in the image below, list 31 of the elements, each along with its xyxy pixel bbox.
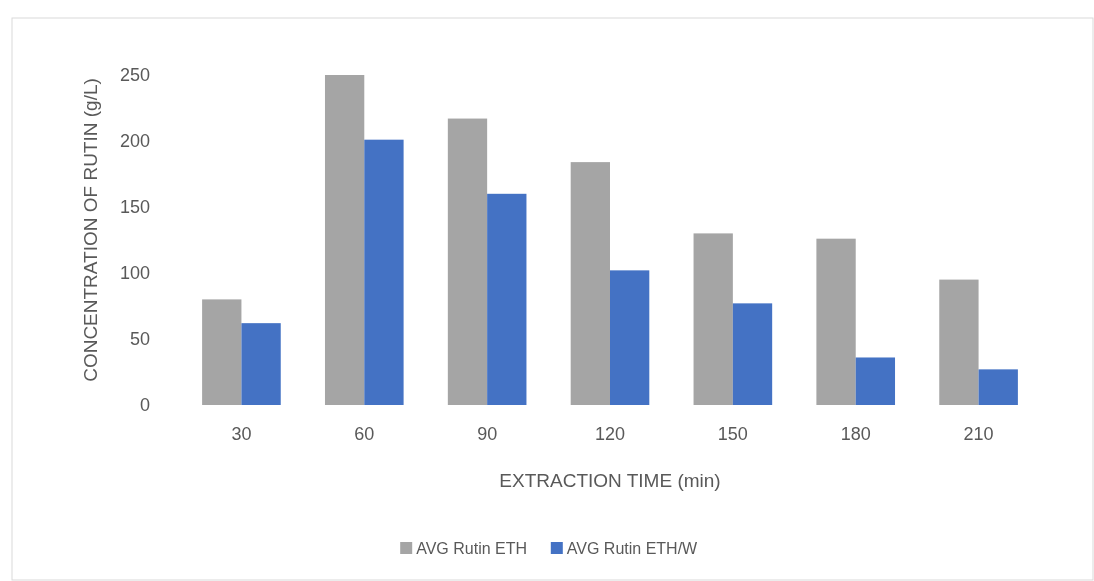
bar bbox=[732, 303, 773, 405]
bar bbox=[241, 323, 281, 405]
x-tick-label: 60 bbox=[354, 424, 375, 444]
x-tick-label: 30 bbox=[231, 424, 252, 444]
bar bbox=[324, 75, 365, 405]
bar bbox=[447, 118, 488, 405]
legend-label: AVG Rutin ETH bbox=[416, 539, 528, 557]
bar bbox=[487, 193, 527, 405]
y-tick-label: 250 bbox=[119, 65, 150, 86]
bar bbox=[939, 279, 979, 405]
x-tick-label: 150 bbox=[717, 424, 748, 444]
bar bbox=[855, 357, 896, 405]
y-tick-label: 100 bbox=[119, 263, 150, 284]
y-tick-label: 200 bbox=[119, 131, 150, 152]
bar bbox=[693, 233, 733, 405]
x-axis-title: EXTRACTION TIME (min) bbox=[499, 470, 721, 491]
bar bbox=[570, 162, 610, 405]
x-tick-label: 210 bbox=[963, 424, 994, 444]
y-tick-label: 0 bbox=[139, 395, 150, 416]
bar bbox=[364, 139, 404, 405]
y-tick-label: 150 bbox=[119, 197, 150, 218]
y-tick-label: 50 bbox=[129, 329, 150, 350]
x-tick-label: 120 bbox=[594, 424, 626, 444]
bar bbox=[202, 299, 242, 405]
bar bbox=[816, 238, 856, 405]
bar bbox=[978, 369, 1018, 405]
bar bbox=[610, 270, 650, 405]
x-tick-label: 90 bbox=[477, 424, 498, 444]
legend-label: AVG Rutin ETH/W bbox=[566, 539, 699, 557]
y-axis-title: CONCENTRATION OF RUTIN (g/L) bbox=[80, 78, 101, 382]
x-tick-label: 180 bbox=[840, 424, 871, 444]
